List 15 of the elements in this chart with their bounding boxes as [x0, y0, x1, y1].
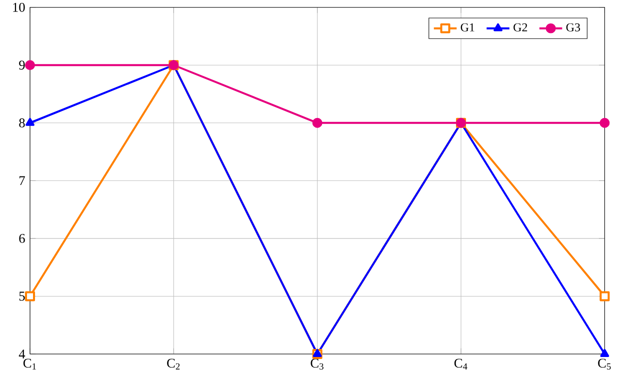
- x-tick-label: C$_{4}$: [454, 358, 468, 370]
- x-tick-label: C$_{1}$: [23, 358, 36, 370]
- y-tick-label: 9: [19, 60, 25, 70]
- y-tick-label: 7: [20, 176, 25, 186]
- y-tick-label: 8: [19, 118, 25, 128]
- y-tick-label: 6: [19, 234, 25, 243]
- y-tick-label: 10: [13, 2, 25, 12]
- x-tick-label: C$_{3}$: [310, 358, 324, 370]
- legend-label: G3: [566, 23, 580, 32]
- legend-label: G1: [460, 23, 474, 32]
- legend-label: G2: [514, 23, 528, 32]
- x-tick-label: C$_{5}$: [598, 358, 611, 370]
- y-tick-label: 4: [18, 350, 26, 358]
- x-tick-label: C$_{2}$: [167, 358, 180, 370]
- y-tick-label: 5: [19, 292, 25, 301]
